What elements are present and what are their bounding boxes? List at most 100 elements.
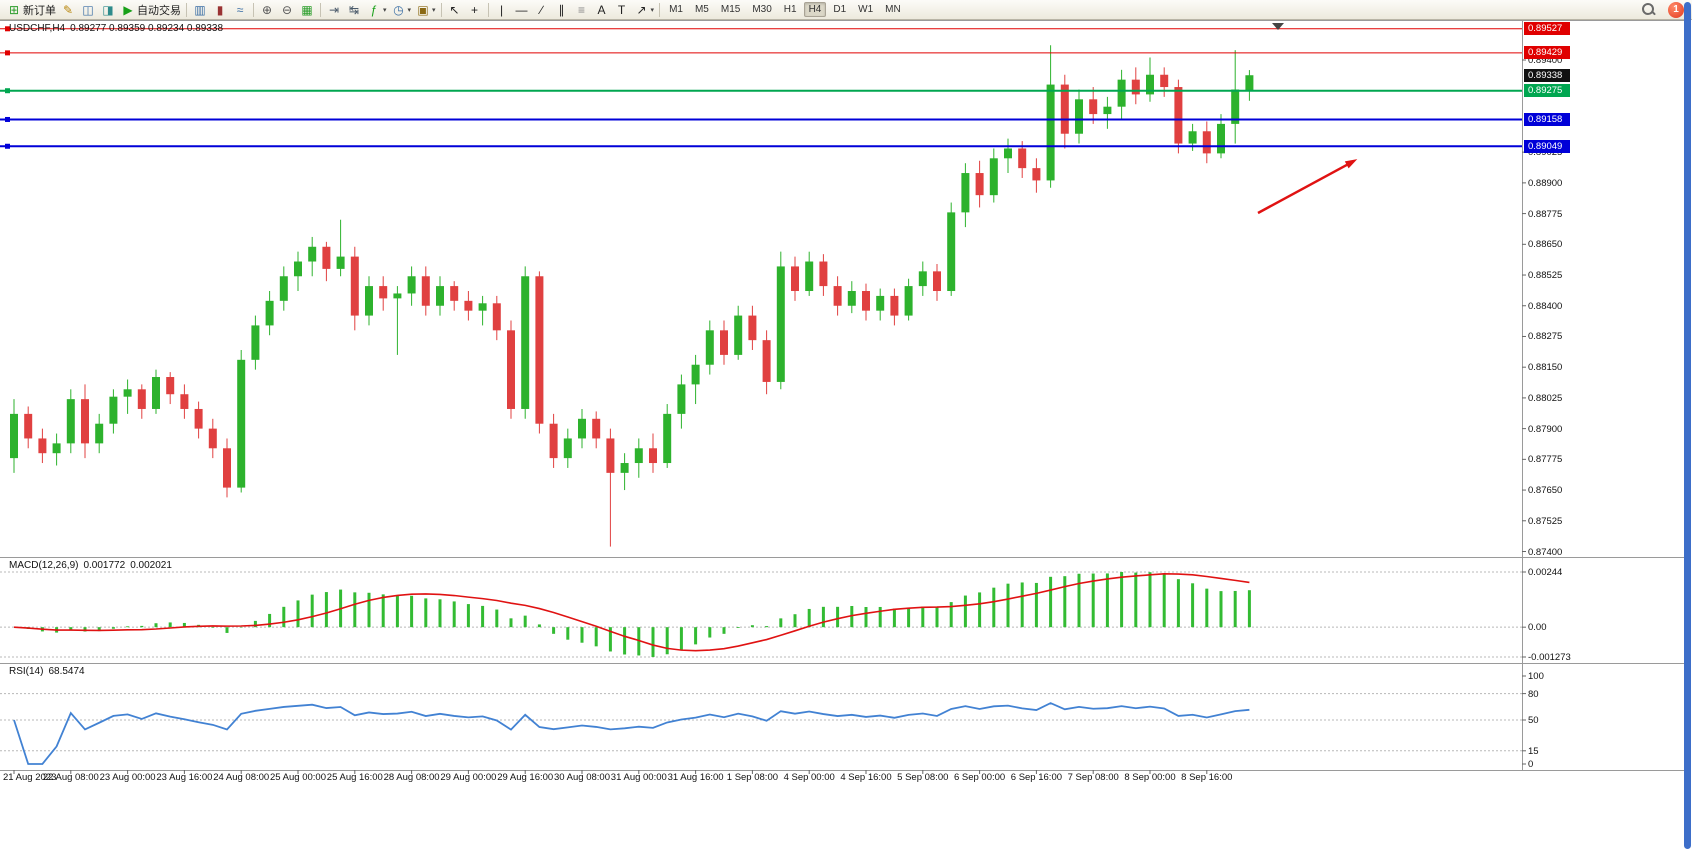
bar-chart-button[interactable]: ▥ [190,1,210,19]
rsi-label: RSI(14) [9,666,44,677]
level-line-handle[interactable] [5,116,10,122]
chevron-down-icon: ▾ [432,6,436,14]
macd-panel-series [0,571,1522,658]
macd-indicator-header: MACD(12,26,9) 0.001772 0.002021 [9,560,177,571]
toolbar-separator [186,2,187,17]
market-watch-button[interactable]: ◫ [78,1,98,19]
zoom-out-icon: ⊖ [281,2,293,17]
text-label-button[interactable]: T [612,1,632,19]
level-line-handle[interactable] [5,88,10,94]
tile-windows-button[interactable]: ▦ [297,1,317,19]
chart-shift-marker[interactable] [1272,23,1284,30]
search-icon[interactable] [1641,2,1656,17]
periods-button[interactable]: ◷ ▾ [389,1,414,19]
text-button[interactable]: A [592,1,612,19]
chart-title-ohlc: 0.89277 0.89359 0.89234 0.89338 [70,23,224,34]
timeframe-d1[interactable]: D1 [833,4,847,15]
toolbar-right-group: 1 [1641,1,1684,18]
crosshair-button[interactable]: + [465,1,485,19]
trend-arrow-annotation[interactable] [1257,159,1358,215]
templates-icon: ▣ [417,2,429,17]
chevron-down-icon: ▾ [407,6,412,14]
trendline-button[interactable]: ∕ [532,1,552,19]
candlestick-chart-icon: ▮ [216,2,224,17]
vertical-scrollbar[interactable] [1684,2,1691,849]
line-chart-icon: ≈ [236,2,244,17]
horizontal-line-icon: — [515,2,528,17]
cursor-button[interactable]: ↖ [445,1,465,19]
text-icon: A [597,2,606,17]
chart-shift-button[interactable]: ↹ [344,1,364,19]
metaeditor-button[interactable]: ✎ [58,1,78,19]
timeframe-h1[interactable]: H1 [783,4,797,15]
macd-value: 0.001772 [83,560,126,571]
toolbar-separator [320,2,321,17]
zoom-in-button[interactable]: ⊕ [257,1,277,19]
toolbar-separator [253,2,254,17]
timeframe-m1[interactable]: M1 [669,4,683,15]
crosshair-icon: + [471,2,479,17]
level-line-handle[interactable] [5,26,10,32]
text-label-icon: T [617,2,626,17]
indicators-icon: ƒ [370,2,378,17]
timeframe-buttons: M1 M5 M15 M30 H1 H4 D1 W1 MN [663,2,907,17]
auto-scroll-icon: ⇥ [328,2,340,17]
channel-icon: ∥ [558,2,565,17]
timeframe-m30[interactable]: M30 [752,4,772,15]
candlestick-chart-button[interactable]: ▮ [210,1,230,19]
autotrading-button[interactable]: ▶ 自动交易 [118,1,183,19]
candlestick-series [10,45,1254,547]
auto-scroll-button[interactable]: ⇥ [324,1,344,19]
chart-shift-icon: ↹ [348,2,360,17]
autotrading-icon: ▶ [123,2,133,17]
line-chart-button[interactable]: ≈ [230,1,250,19]
navigator-button[interactable]: ◨ [98,1,118,19]
zoom-in-icon: ⊕ [261,2,273,17]
new-order-label: 新订单 [23,4,56,17]
rsi-series [0,693,1522,765]
rsi-value: 68.5474 [48,666,85,677]
templates-button[interactable]: ▣ ▾ [413,1,438,19]
timeframe-mn[interactable]: MN [885,4,901,15]
notification-badge[interactable]: 1 [1668,1,1684,18]
toolbar-buttons: ⊞ 新订单 ✎ ◫ ◨ ▶ 自动交易 ▥ ▮ ≈ ⊕ ⊖ ▦ ⇥ ↹ ƒ ▾ ◷ ▾ ▣ ▾ ↖ + | — ∕ ∥ ≡ A T ↗ ▾ [4,1,663,19]
toolbar: ⊞ 新订单 ✎ ◫ ◨ ▶ 自动交易 ▥ ▮ ≈ ⊕ ⊖ ▦ ⇥ ↹ ƒ ▾ ◷ ▾ ▣ ▾ ↖ + | — ∕ ∥ ≡ A T ↗ ▾ M1… [0,0,1692,20]
new-order-button[interactable]: ⊞ 新订单 [4,1,58,19]
macd-signal-line [13,572,1250,652]
level-line-handle[interactable] [5,50,10,56]
chart-title: USDCHF,H4 0.89277 0.89359 0.89234 0.89338 [9,23,228,34]
fibonacci-icon: ≡ [578,2,586,17]
toolbar-separator [487,2,489,17]
timeframe-m5[interactable]: M5 [694,4,709,15]
periods-icon: ◷ [393,2,404,17]
fibonacci-button[interactable]: ≡ [572,1,592,19]
level-lines [0,26,1522,149]
level-line-handle[interactable] [5,143,10,149]
channel-button[interactable]: ∥ [552,1,572,19]
toolbar-separator [659,2,661,17]
autotrading-label: 自动交易 [137,4,181,17]
new-order-icon: ⊞ [8,2,20,17]
macd-signal-value: 0.002021 [130,560,172,571]
trendline-icon: ∕ [540,2,543,17]
navigator-icon: ◨ [102,2,114,17]
rsi-line [13,702,1250,765]
timeframe-w1[interactable]: W1 [858,4,874,15]
timeframe-m15[interactable]: M15 [720,4,741,15]
toolbar-separator [440,2,442,17]
vertical-line-icon: | [499,2,504,17]
market-watch-icon: ◫ [82,2,94,17]
rsi-indicator-header: RSI(14) 68.5474 [9,666,90,677]
chevron-down-icon: ▾ [650,6,655,14]
tile-windows-icon: ▦ [301,2,313,17]
cursor-icon: ↖ [449,2,460,17]
horizontal-line-button[interactable]: — [512,1,532,19]
bar-chart-icon: ▥ [194,2,206,17]
indicators-button[interactable]: ƒ ▾ [364,1,389,19]
zoom-out-button[interactable]: ⊖ [277,1,297,19]
arrows-button[interactable]: ↗ ▾ [632,1,657,19]
timeframe-h4[interactable]: H4 [803,2,827,17]
vertical-line-button[interactable]: | [492,1,512,19]
